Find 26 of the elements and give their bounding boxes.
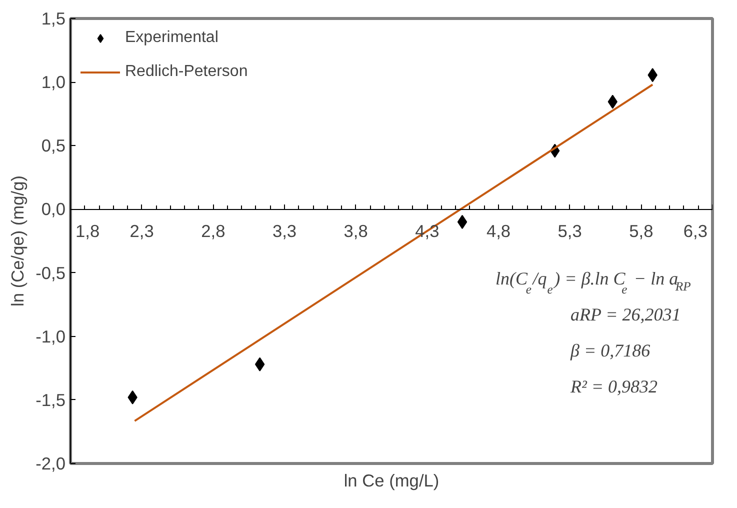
y-tick-label: 0,5	[41, 136, 66, 156]
y-tick-label: -0,5	[36, 262, 66, 283]
x-tick-label: 2,8	[201, 221, 226, 242]
x-tick-label: 5,3	[558, 221, 582, 242]
point	[254, 357, 265, 372]
y-axis-title: ln (Ce/qe) (mg/g)	[8, 176, 28, 306]
y-tick-label: 1,0	[41, 72, 66, 92]
point	[457, 214, 468, 229]
y-tick-label: -1,0	[36, 326, 66, 346]
x-tick-label: 3,8	[344, 221, 368, 242]
annotation: R² = 0,9832	[570, 376, 658, 396]
x-tick-label: 5,8	[629, 221, 654, 242]
x-tick-label: 3,3	[272, 221, 297, 242]
annotation: β = 0,7186	[570, 340, 650, 360]
x-axis-title: ln Ce (mg/L)	[344, 470, 440, 490]
y-tick-label: -2,0	[36, 454, 66, 474]
y-tick-label: 1,5	[41, 8, 66, 28]
x-tick-label: 4,8	[486, 221, 511, 242]
legend-label: Redlich-Peterson	[125, 63, 248, 81]
y-tick-label: -1,5	[36, 390, 66, 410]
x-tick-label: 1,8	[76, 221, 100, 242]
x-tick-label: 2,3	[130, 221, 154, 242]
x-tick-label: 6,3	[683, 221, 708, 242]
legend-label: Experimental	[125, 29, 218, 47]
annotation: aRP = 26,2031	[570, 304, 681, 324]
y-tick-label: 0,0	[41, 199, 66, 220]
